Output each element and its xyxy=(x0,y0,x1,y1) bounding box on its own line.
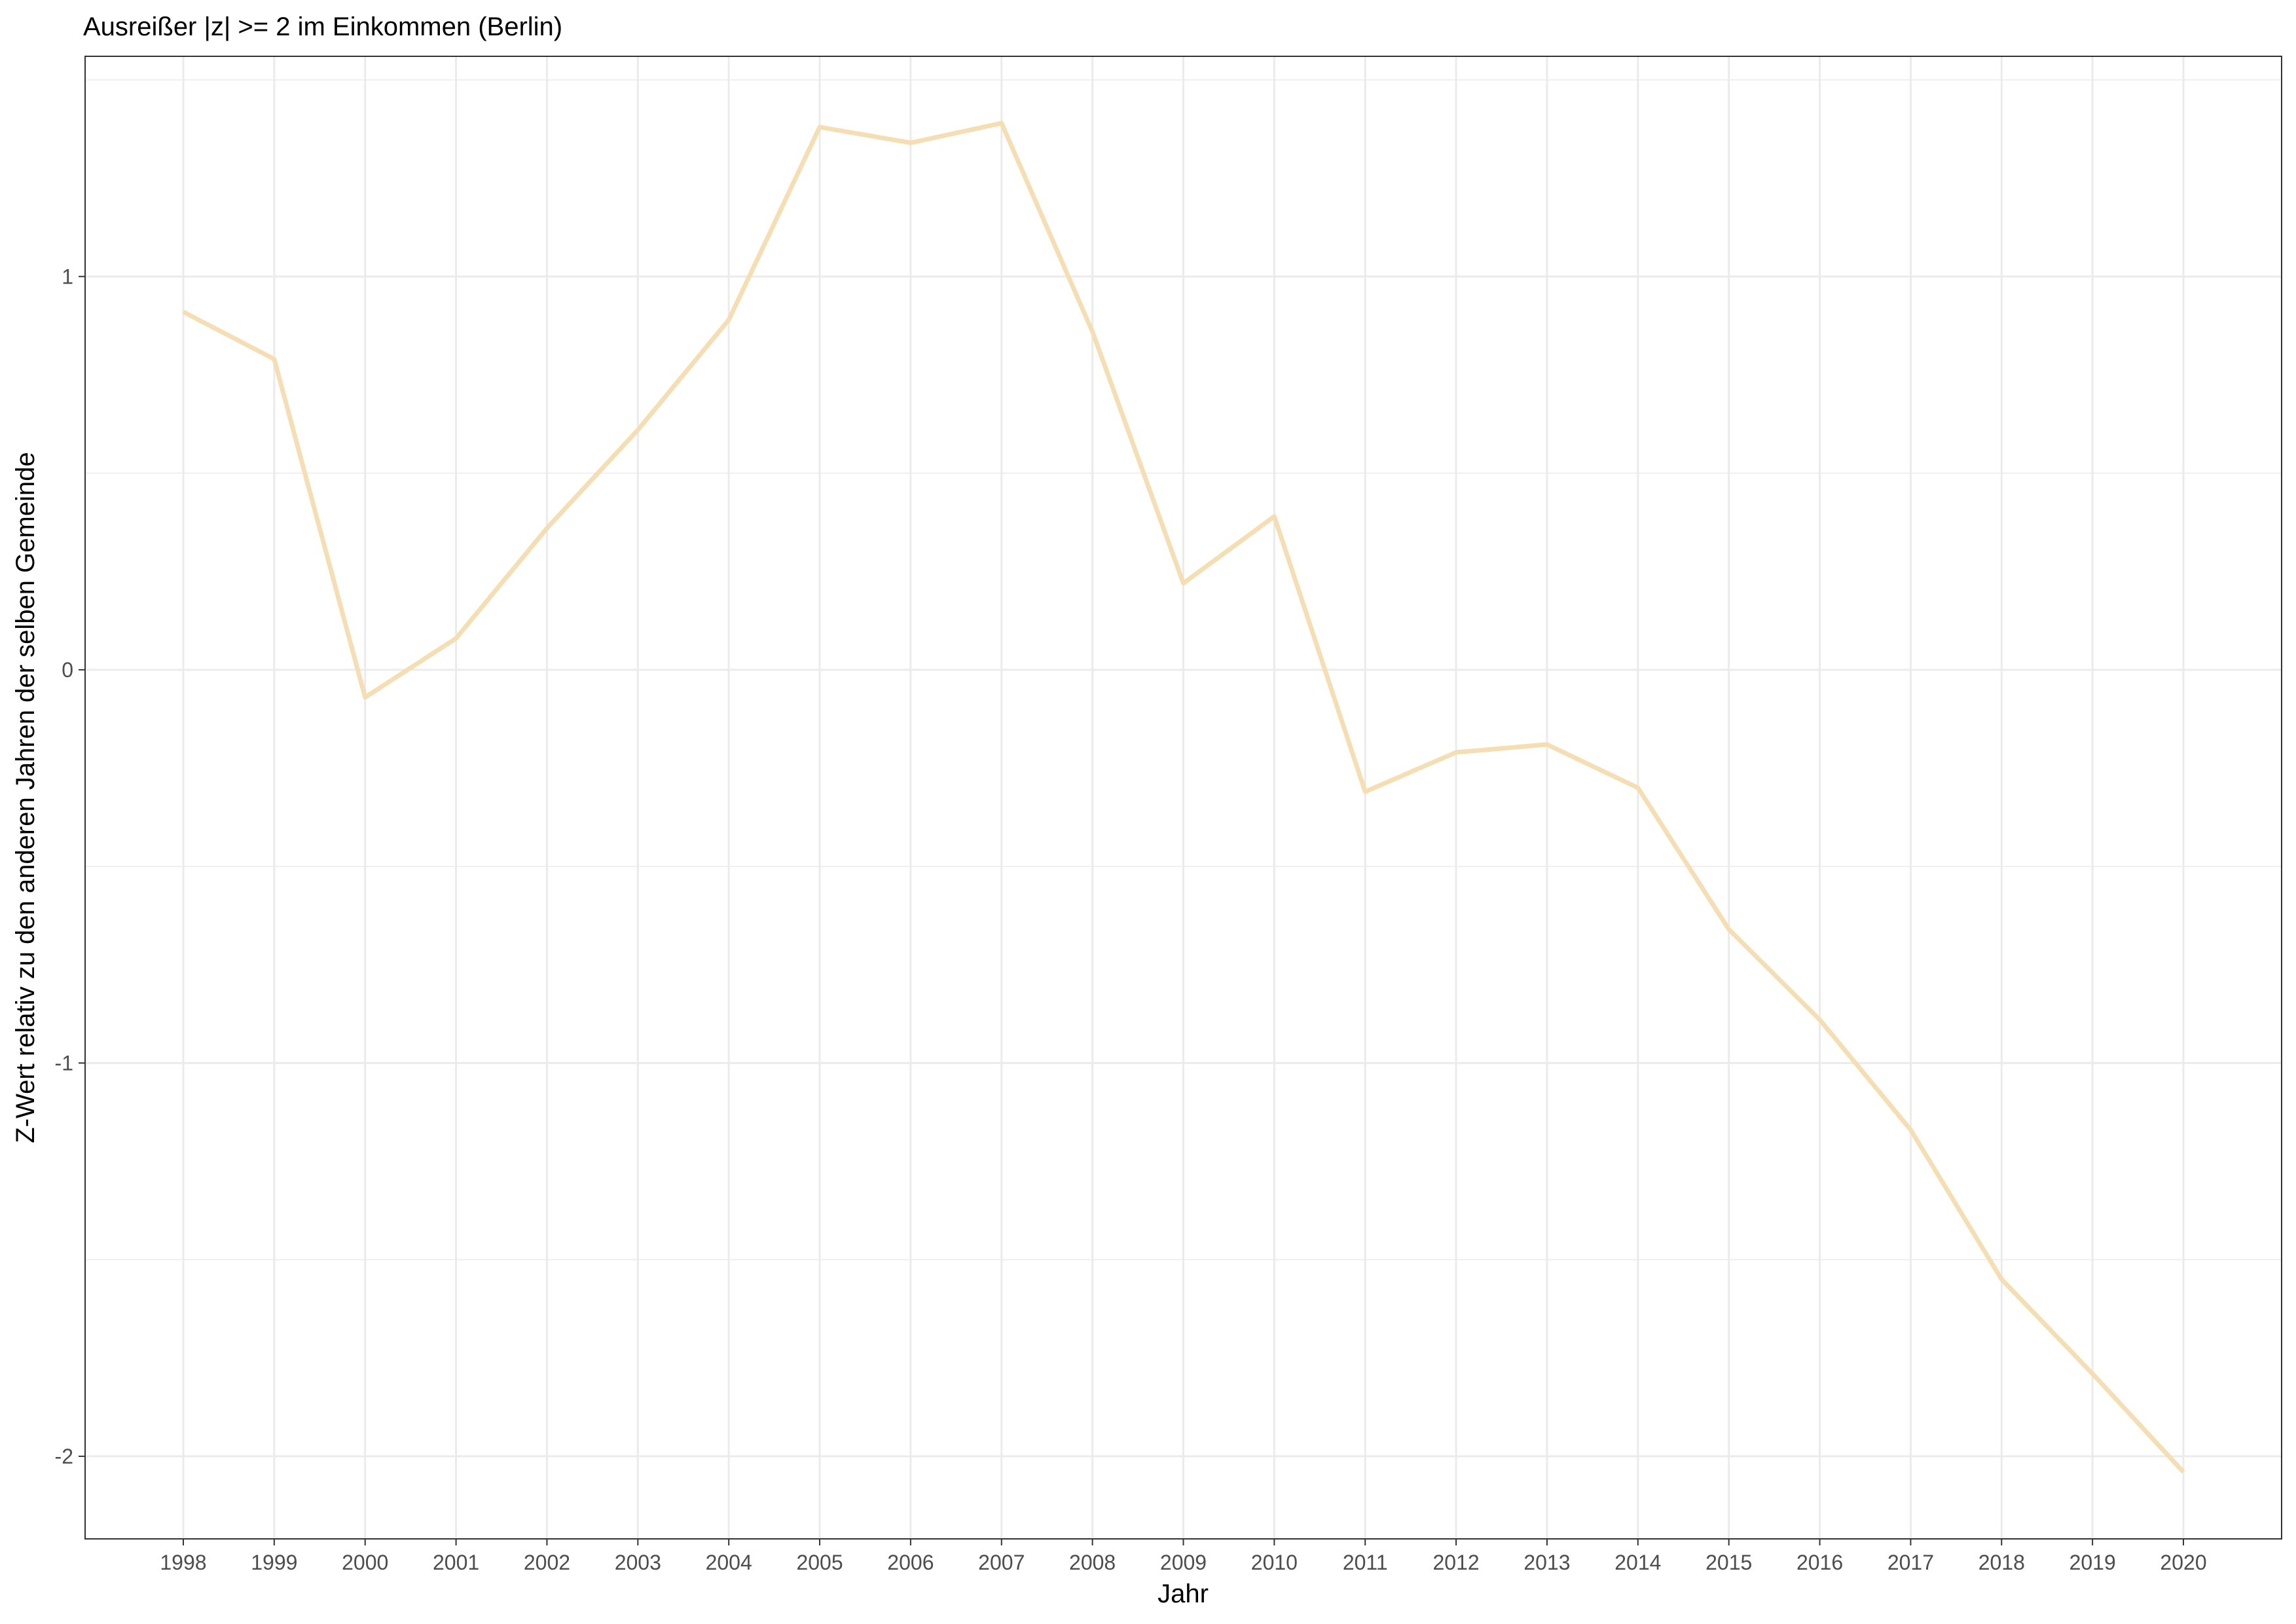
x-tick-label: 2008 xyxy=(1069,1551,1116,1574)
x-tick-label: 1998 xyxy=(160,1551,206,1574)
y-tick-label: 1 xyxy=(62,265,73,288)
x-tick-label: 2015 xyxy=(1705,1551,1752,1574)
x-tick-label: 2007 xyxy=(978,1551,1025,1574)
y-tick-label: -1 xyxy=(55,1051,73,1075)
x-tick-label: 2010 xyxy=(1251,1551,1298,1574)
y-tick-labels: -2 -1 0 1 xyxy=(55,265,73,1468)
x-tick-label: 1999 xyxy=(251,1551,297,1574)
y-tick-label: 0 xyxy=(62,658,73,682)
x-tick-label: 2006 xyxy=(887,1551,934,1574)
x-tick-labels: 1998 1999 2000 2001 2002 2003 2004 2005 2006 2007… xyxy=(160,1551,2206,1574)
x-tick-label: 2011 xyxy=(1343,1551,1388,1574)
x-tick-label: 2016 xyxy=(1796,1551,1843,1574)
x-tick-label: 2013 xyxy=(1523,1551,1570,1574)
series-layer xyxy=(182,120,2185,1474)
x-tick-label: 2019 xyxy=(2069,1551,2116,1574)
x-axis-title: Jahr xyxy=(1157,1579,1209,1608)
x-tick-label: 2001 xyxy=(433,1551,479,1574)
grid-lines xyxy=(85,56,2282,1539)
x-tick-label: 2009 xyxy=(1160,1551,1207,1574)
x-tick-label: 2018 xyxy=(1978,1551,2025,1574)
x-tick-label: 2003 xyxy=(615,1551,661,1574)
x-tick-label: 2017 xyxy=(1887,1551,1934,1574)
x-tick-label: 2020 xyxy=(2160,1551,2206,1574)
x-tick-label: 2000 xyxy=(342,1551,388,1574)
y-tick-label: -2 xyxy=(55,1445,73,1468)
axis-ticks xyxy=(79,276,2185,1545)
x-tick-label: 2005 xyxy=(796,1551,843,1574)
x-tick-label: 2012 xyxy=(1433,1551,1480,1574)
x-tick-label: 2014 xyxy=(1614,1551,1661,1574)
x-tick-label: 2002 xyxy=(524,1551,570,1574)
y-axis-title: Z-Wert relativ zu den anderen Jahren der… xyxy=(11,452,40,1143)
chart-title: Ausreißer |z| >= 2 im Einkommen (Berlin) xyxy=(83,12,562,41)
x-tick-label: 2004 xyxy=(706,1551,752,1574)
series-line xyxy=(182,120,2185,1474)
